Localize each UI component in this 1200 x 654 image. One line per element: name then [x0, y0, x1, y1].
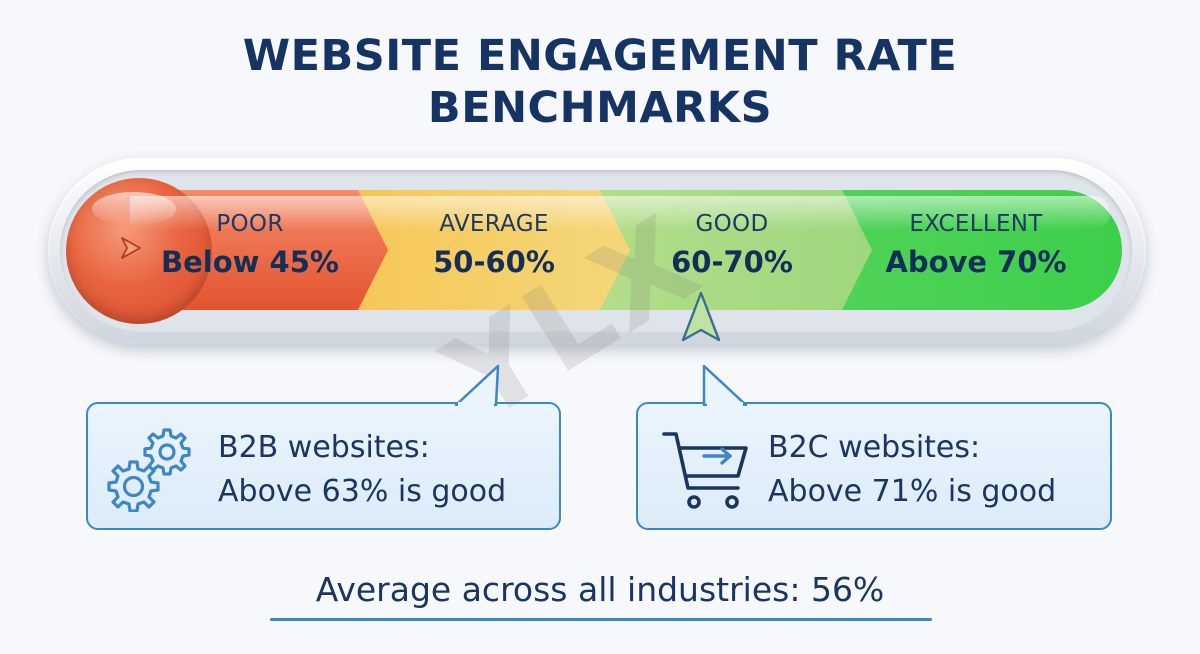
segment-excellent-value: Above 70% [885, 245, 1067, 279]
callout-b2b-tail [454, 364, 500, 406]
play-arrow-icon [120, 236, 142, 264]
segment-average: AVERAGE 50-60% [374, 208, 614, 284]
segment-excellent-label: EXCELLENT [909, 211, 1043, 237]
callout-b2b-text: B2B websites: Above 63% is good [218, 426, 506, 514]
callout-b2b-line1: B2B websites: [218, 430, 430, 465]
callout-b2c-tail [702, 364, 748, 406]
callout-b2c: B2C websites: Above 71% is good [636, 402, 1112, 530]
segment-good: GOOD 60-70% [612, 208, 852, 284]
industry-average-text: Average across all industries: 56% [315, 570, 885, 609]
callout-b2b: B2B websites: Above 63% is good [86, 402, 561, 530]
gears-icon [106, 424, 196, 516]
marker-arrow-icon [679, 290, 723, 348]
callout-b2b-line2: Above 63% is good [218, 474, 507, 509]
shopping-cart-icon [660, 426, 756, 518]
callout-b2c-line2: Above 71% is good [768, 474, 1057, 509]
footer-underline [270, 618, 932, 621]
title-line-2: BENCHMARKS [427, 83, 773, 133]
segment-average-label: AVERAGE [439, 211, 549, 237]
segment-poor-value: Below 45% [161, 245, 339, 279]
segment-poor-label: POOR [216, 211, 284, 237]
segment-good-label: GOOD [695, 211, 769, 237]
callout-b2c-text: B2C websites: Above 71% is good [768, 426, 1056, 514]
segment-average-value: 50-60% [433, 245, 555, 279]
title-line-1: WEBSITE ENGAGEMENT RATE [242, 31, 958, 81]
segment-poor: POOR Below 45% [130, 208, 370, 284]
callout-b2c-line1: B2C websites: [768, 430, 981, 465]
page-title: WEBSITE ENGAGEMENT RATE BENCHMARKS [0, 30, 1200, 134]
bulb-gloss [92, 192, 176, 226]
segment-good-value: 60-70% [671, 245, 793, 279]
segment-excellent: EXCELLENT Above 70% [856, 208, 1096, 284]
